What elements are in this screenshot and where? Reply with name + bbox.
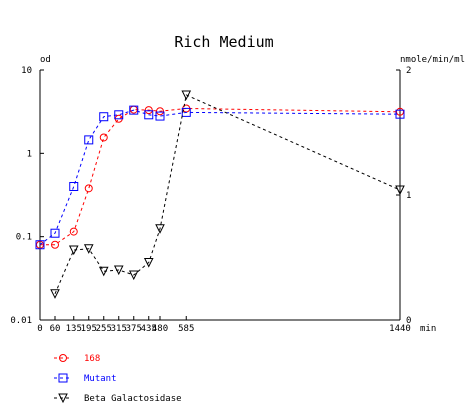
x-tick-label: 135 [66,324,82,334]
y-right-tick-label: 0 [406,316,411,326]
series-line [40,107,401,246]
point [395,109,405,119]
point [156,107,164,116]
point [51,240,59,249]
x-tick-label: 375 [126,324,142,334]
x-tick-label: 585 [178,324,194,334]
point [68,245,79,256]
point [84,184,93,193]
y-right-axis-label: nmole/min/ml [400,55,465,65]
x-tick-label: 255 [96,324,112,334]
point [69,227,78,236]
point [83,244,94,254]
x-axis-unit-label: min [420,324,436,334]
y-left-tick-label: 0.01 [10,316,32,326]
legend-marker [58,393,68,404]
y-left-tick-label: 1 [27,149,32,159]
point [50,228,60,238]
point [84,135,94,145]
point [129,105,139,115]
point [98,266,109,277]
point [181,107,191,117]
point [99,133,108,142]
point [113,265,124,276]
x-tick-label: 435 [141,324,157,334]
chart-title: Rich Medium [174,33,273,51]
point [69,181,79,191]
point [181,90,192,101]
legend-marker [58,373,68,383]
x-tick-label: 480 [152,324,168,334]
y-left-tick-label: 10 [21,66,32,76]
x-tick-label: 0 [37,324,42,334]
x-tick-label: 315 [111,324,127,334]
legend-label: Beta Galactosidase [84,394,182,404]
series-line [39,109,401,246]
point [128,270,139,281]
point [50,289,60,299]
point [144,110,154,120]
point [99,112,109,122]
y-right-tick-label: 1 [406,191,411,201]
legend-marker [59,354,67,362]
x-tick-label: 60 [50,324,61,334]
point [35,240,45,250]
x-tick-label: 195 [81,324,97,334]
y-right-tick-label: 2 [406,66,411,76]
y-left-tick-label: 0.1 [16,233,32,243]
point [155,224,165,234]
x-tick-label: 1440 [389,324,411,334]
point [155,111,165,121]
point [114,110,124,120]
series-line [54,94,401,294]
point [143,258,154,268]
point [144,106,153,115]
point [395,185,405,196]
y-left-axis-label: od [40,55,51,65]
legend-label: 168 [84,354,100,364]
legend-label: Mutant [84,374,117,384]
legend: 168 Mutant Beta Galactosidase [54,354,182,404]
